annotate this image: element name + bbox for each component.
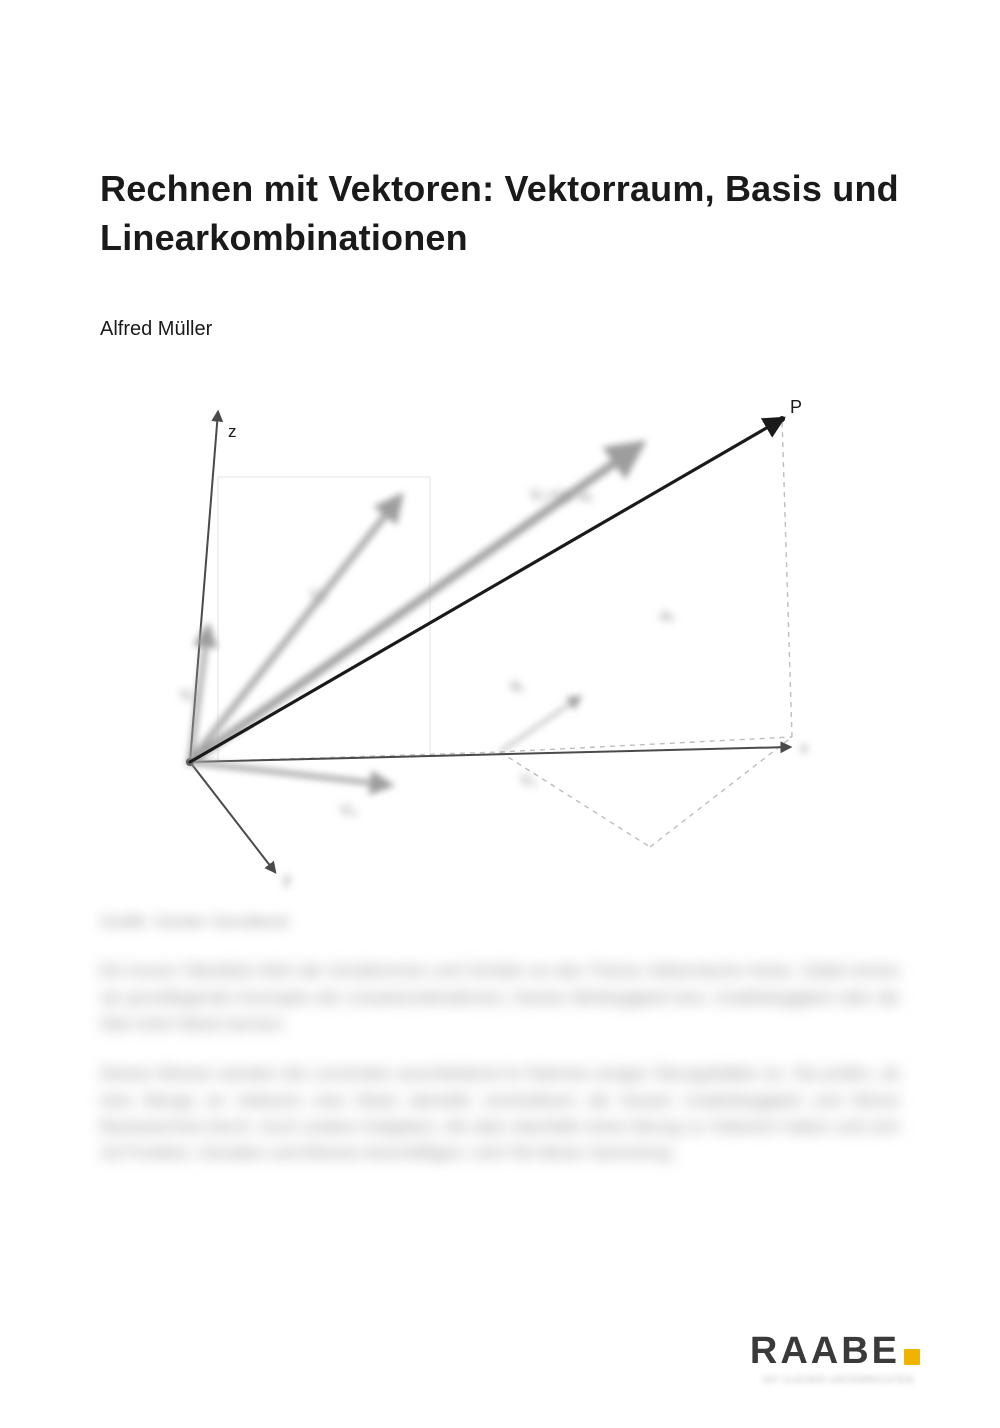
svg-text:z: z	[228, 422, 237, 441]
sharp-vectors	[190, 419, 782, 762]
page: Rechnen mit Vektoren: Vektorraum, Basis …	[0, 0, 1000, 1428]
page-title: Rechnen mit Vektoren: Vektorraum, Basis …	[100, 165, 900, 262]
diagram-container: zP V₁=U₂·a₂V₁V₃V₄a₂a₁V₂xy	[100, 377, 900, 912]
dashed-construction-lines	[190, 419, 792, 847]
author-name: Alfred Müller	[100, 318, 900, 341]
brand-logo: RAABE	[750, 1330, 920, 1373]
brand-tagline: IST CLEVER UNTERRICHTEN	[763, 1375, 914, 1386]
brand-accent-dot-icon	[904, 1349, 920, 1365]
body-paragraph-2: Dieses Wissen wenden die Lernenden ansch…	[100, 1061, 900, 1166]
axis-labels: zP	[228, 397, 802, 441]
brand-word: RAABE	[750, 1330, 900, 1373]
vector-diagram: zP	[100, 377, 860, 907]
blurred-vectors	[190, 445, 640, 785]
axes	[186, 412, 790, 872]
svg-text:P: P	[790, 397, 802, 417]
body-paragraph-1: Ein kurzer Überblick führt die Schülerin…	[100, 958, 900, 1037]
figure-caption: Grafik: Günter Gerstbeck	[100, 912, 900, 932]
